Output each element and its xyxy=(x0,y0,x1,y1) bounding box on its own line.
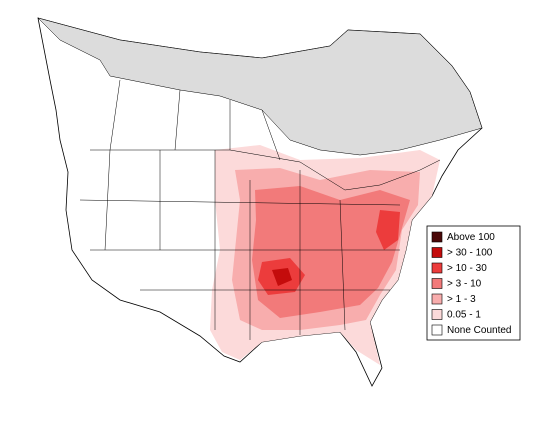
legend-label: 0.05 - 1 xyxy=(447,310,481,321)
legend-box xyxy=(426,225,521,341)
legend-swatch xyxy=(431,247,443,258)
abundance-high xyxy=(258,210,400,295)
borders xyxy=(79,79,441,340)
legend-label: > 3 - 10 xyxy=(447,279,482,290)
legend-swatch xyxy=(431,262,443,274)
legend-swatch xyxy=(431,278,443,289)
legend-swatch xyxy=(431,231,443,243)
legend-label: > 30 - 100 xyxy=(447,248,493,259)
no-data-region xyxy=(37,17,483,156)
legend-label: None Counted xyxy=(447,325,512,336)
legend-label: > 1 - 3 xyxy=(447,294,476,305)
legend-label: > 10 - 30 xyxy=(447,263,487,274)
legend: Above 100 > 30 - 100 > 10 - 30 > 3 - 10 > 1 … xyxy=(426,225,521,341)
legend-swatch xyxy=(431,324,443,336)
legend-swatch xyxy=(431,293,443,305)
abundance-very-high xyxy=(272,268,292,286)
legend-swatch xyxy=(431,309,443,320)
legend-label: Above 100 xyxy=(447,232,495,243)
